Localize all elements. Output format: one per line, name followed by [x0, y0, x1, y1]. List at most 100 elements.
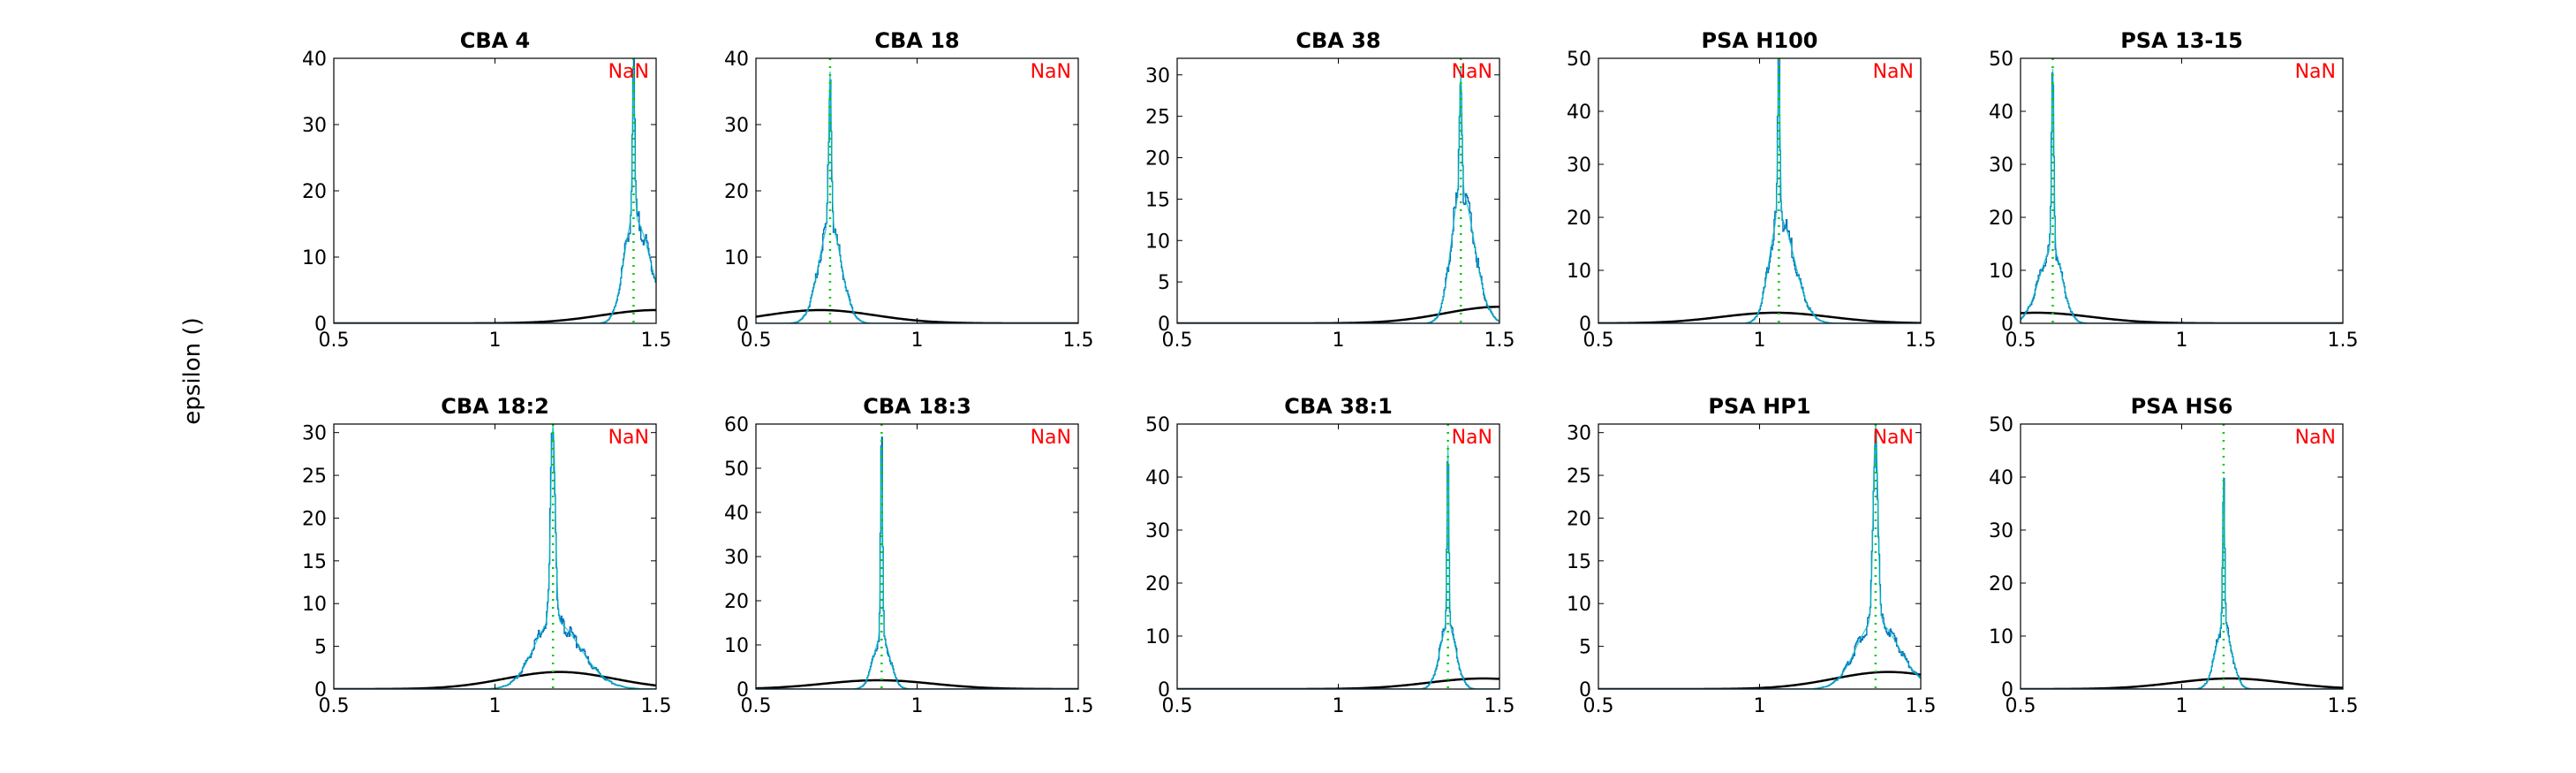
axes-box: [755, 423, 1079, 690]
y-tick-label: 20: [724, 591, 749, 613]
posterior-histogram: [334, 432, 656, 689]
y-tick-label: 40: [724, 49, 749, 71]
y-tick-label: 30: [1567, 155, 1591, 177]
y-tick-label: 30: [1989, 520, 2013, 542]
fitted-curve: [756, 445, 1078, 689]
plot-area: [756, 424, 1078, 689]
x-tick-label: 1: [1333, 695, 1345, 717]
fitted-curve: [1598, 424, 1921, 689]
y-tick-label: 5: [314, 637, 327, 659]
y-tick-label: 10: [302, 247, 327, 269]
chart-title: CBA 18: [874, 28, 959, 53]
y-tick-label: 50: [1145, 414, 1170, 436]
plot-area: [2021, 424, 2343, 689]
fitted-curve: [1177, 66, 1500, 323]
chart-panel: 0 10 20 30 40 0.5 1 1.5 CBA 4 NaN: [302, 28, 672, 352]
y-tick-label: 50: [1567, 49, 1591, 71]
plot-area: [334, 58, 656, 323]
y-tick-label: 0: [1579, 314, 1591, 336]
y-tick-label: 25: [1567, 466, 1591, 488]
y-tick-label: 40: [724, 503, 749, 525]
axes-box: [333, 423, 657, 690]
x-tick-label: 1.5: [641, 695, 672, 717]
y-tick-label: 15: [1145, 189, 1170, 211]
y-tick-label: 50: [1989, 49, 2013, 71]
y-tick-label: 30: [724, 547, 749, 569]
y-tick-label: 40: [1145, 467, 1170, 489]
fitted-curve: [334, 71, 656, 323]
fitted-curve: [1177, 444, 1500, 689]
chart-title: PSA 13-15: [2120, 28, 2243, 53]
x-tick-label: 1: [2176, 330, 2188, 352]
chart-panel: 0 10 20 30 40 50 60 0.5 1 1.5 CBA 18:3 NaN: [724, 394, 1094, 717]
y-tick-label: 30: [1145, 520, 1170, 542]
x-tick-label: 0.5: [319, 330, 350, 352]
chart-panel: 0 10 20 30 40 50 0.5 1 1.5 PSA HS6 NaN: [1989, 394, 2359, 717]
x-tick-label: 0.5: [2006, 330, 2036, 352]
chart-title: CBA 18:3: [863, 394, 971, 419]
nan-annotation: NaN: [1031, 61, 1071, 83]
axes-box: [755, 57, 1079, 324]
y-tick-label: 10: [724, 635, 749, 657]
y-tick-label: 15: [302, 551, 327, 573]
fitted-curve: [2021, 68, 2343, 323]
chart-panel: 0 10 20 30 40 50 0.5 1 1.5 CBA 38:1 NaN: [1145, 394, 1515, 717]
posterior-histogram: [1598, 58, 1921, 323]
axes-box: [2020, 423, 2344, 690]
y-tick-label: 60: [724, 414, 749, 436]
x-tick-label: 0.5: [2006, 695, 2036, 717]
x-tick-label: 1.5: [1063, 330, 1094, 352]
fitted-curve: [756, 71, 1078, 323]
y-tick-label: 10: [1145, 231, 1170, 253]
prior-curve: [1598, 311, 1921, 323]
y-tick-label: 0: [314, 314, 327, 336]
chart-panel: 0 10 20 30 40 0.5 1 1.5 CBA 18 NaN: [724, 28, 1094, 352]
y-tick-label: 30: [302, 115, 327, 137]
chart-title: CBA 38:1: [1284, 394, 1393, 419]
y-tick-label: 30: [302, 423, 327, 445]
y-tick-label: 10: [1989, 261, 2013, 283]
y-tick-label: 50: [1989, 414, 2013, 436]
chart-title: PSA HS6: [2131, 394, 2233, 419]
plot-area: [756, 58, 1078, 323]
y-tick-label: 20: [1567, 208, 1591, 230]
nan-annotation: NaN: [1031, 427, 1071, 449]
x-tick-label: 1.5: [1063, 695, 1094, 717]
x-tick-label: 1.5: [1906, 330, 1937, 352]
y-tick-label: 25: [302, 466, 327, 488]
y-tick-label: 10: [302, 594, 327, 616]
x-tick-label: 0.5: [741, 695, 772, 717]
plot-area: [1177, 58, 1500, 323]
fitted-curve: [334, 424, 656, 689]
x-tick-label: 1: [911, 695, 924, 717]
x-tick-label: 1: [489, 330, 502, 352]
y-tick-label: 20: [1145, 573, 1170, 595]
y-tick-label: 50: [724, 458, 749, 481]
plot-area: [334, 424, 656, 689]
chart-panel: 0 10 20 30 40 50 0.5 1 1.5 PSA 13-15 NaN: [1989, 28, 2359, 352]
x-tick-label: 1.5: [2328, 330, 2359, 352]
y-tick-label: 20: [1989, 208, 2013, 230]
y-tick-label: 0: [737, 314, 749, 336]
y-tick-label: 20: [1145, 148, 1170, 171]
y-tick-label: 25: [1145, 107, 1170, 129]
axes-box: [1598, 57, 1922, 324]
nan-annotation: NaN: [608, 61, 649, 83]
y-tick-label: 30: [1145, 65, 1170, 87]
posterior-histogram: [2021, 72, 2343, 323]
y-tick-label: 5: [1158, 272, 1170, 294]
y-tick-label: 40: [1567, 102, 1591, 124]
y-tick-label: 10: [1989, 626, 2013, 648]
nan-annotation: NaN: [608, 427, 649, 449]
y-tick-label: 0: [314, 679, 327, 701]
y-tick-label: 0: [1158, 679, 1170, 701]
posterior-histogram: [1177, 84, 1500, 323]
x-tick-label: 1.5: [1484, 330, 1515, 352]
y-tick-label: 10: [1145, 626, 1170, 648]
y-tick-label: 15: [1567, 551, 1591, 573]
chart-panel: 0 5 10 15 20 25 30 0.5 1 1.5 CBA 38 NaN: [1145, 28, 1515, 352]
x-tick-label: 0.5: [1583, 695, 1614, 717]
chart-title: CBA 18:2: [441, 394, 549, 419]
chart-panel: 0 5 10 15 20 25 30 0.5 1 1.5 PSA HP1 NaN: [1567, 394, 1937, 717]
x-tick-label: 1: [911, 330, 924, 352]
